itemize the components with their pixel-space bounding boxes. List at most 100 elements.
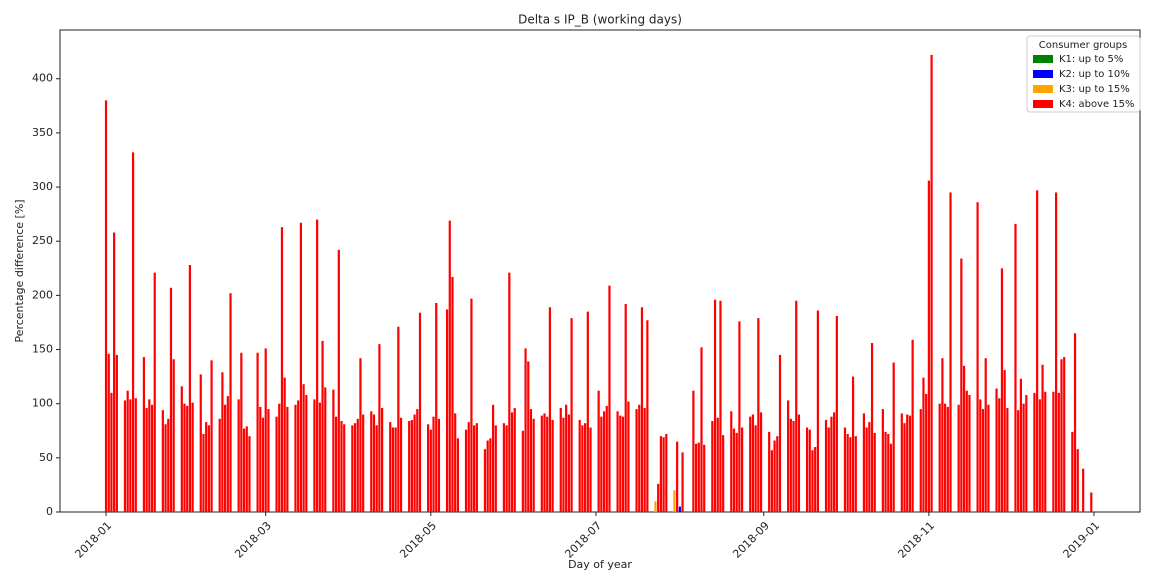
- bar: [432, 416, 435, 512]
- bar: [115, 354, 118, 512]
- bar: [131, 152, 135, 512]
- bar: [968, 395, 971, 512]
- bar: [678, 506, 681, 512]
- bar: [134, 398, 137, 512]
- y-tick-label: 400: [32, 72, 53, 85]
- bar: [751, 414, 755, 512]
- bar: [410, 419, 413, 512]
- bar: [145, 408, 148, 512]
- bar: [183, 403, 186, 512]
- bar: [638, 404, 641, 512]
- bar: [445, 309, 449, 512]
- bar: [242, 428, 246, 512]
- bar: [738, 321, 741, 512]
- bar: [586, 311, 589, 512]
- bar: [792, 421, 795, 512]
- bar: [199, 374, 202, 512]
- bar: [662, 437, 665, 512]
- bar: [224, 404, 227, 512]
- bar: [110, 392, 113, 512]
- bar: [1000, 268, 1004, 512]
- bar: [657, 483, 660, 512]
- bar: [389, 422, 392, 512]
- legend-title: Consumer groups: [1039, 40, 1127, 51]
- bar: [732, 428, 736, 512]
- bar: [567, 414, 570, 512]
- bar: [700, 347, 703, 512]
- bar: [205, 422, 208, 512]
- bar: [562, 417, 565, 512]
- bar: [957, 404, 960, 512]
- bar: [887, 434, 890, 512]
- bar: [870, 343, 874, 512]
- bar: [353, 423, 357, 512]
- bar: [362, 414, 365, 512]
- bar: [210, 360, 213, 512]
- bar: [605, 405, 608, 512]
- bar: [778, 354, 782, 512]
- legend-swatch: [1033, 70, 1053, 78]
- bar: [1019, 378, 1023, 512]
- bar: [237, 399, 240, 512]
- bar: [749, 416, 752, 512]
- bar: [394, 427, 397, 512]
- legend: Consumer groups K1: up to 5% K2: up to 10…: [1026, 35, 1141, 113]
- x-tick-label: 2018-05: [397, 519, 439, 561]
- legend-swatch: [1033, 100, 1053, 108]
- bar: [494, 425, 497, 512]
- bar: [824, 419, 828, 512]
- bar: [261, 417, 265, 512]
- y-tick-label: 350: [32, 126, 53, 139]
- bar: [259, 406, 262, 512]
- bar: [922, 377, 925, 512]
- bar: [286, 406, 289, 512]
- bar: [413, 414, 416, 512]
- bar: [351, 425, 354, 512]
- bar: [676, 441, 679, 512]
- bar: [811, 450, 814, 512]
- y-tick-label: 300: [32, 180, 53, 193]
- bar: [843, 427, 847, 512]
- bar: [627, 401, 630, 512]
- bar: [960, 258, 963, 512]
- bar: [489, 438, 492, 512]
- bar: [816, 310, 819, 512]
- x-axis-label: Day of year: [568, 558, 632, 571]
- bar: [381, 408, 384, 512]
- bar: [164, 424, 167, 512]
- bar: [1044, 391, 1047, 512]
- bar: [941, 358, 944, 512]
- bar: [673, 490, 676, 512]
- legend-box: [1026, 35, 1141, 113]
- bar: [334, 416, 338, 512]
- bar: [1071, 431, 1074, 512]
- bar: [508, 272, 511, 512]
- bar: [884, 431, 887, 512]
- y-tick-label: 100: [32, 397, 53, 410]
- bar: [245, 426, 248, 512]
- bar: [343, 424, 346, 512]
- bar: [356, 418, 359, 512]
- bar: [797, 414, 801, 512]
- legend-swatch: [1033, 55, 1053, 63]
- bar: [172, 359, 175, 512]
- bar: [437, 418, 441, 512]
- bar: [1022, 403, 1025, 512]
- bar: [207, 425, 210, 512]
- bar: [529, 409, 533, 512]
- bar: [483, 449, 487, 512]
- bar: [768, 431, 771, 512]
- bar: [267, 409, 270, 512]
- bar: [814, 447, 817, 512]
- bar: [1076, 449, 1079, 512]
- bar: [313, 399, 316, 512]
- bar: [256, 352, 259, 512]
- bar: [735, 432, 738, 512]
- bar: [180, 386, 183, 512]
- bar: [370, 411, 373, 512]
- y-tick-label: 50: [39, 451, 53, 464]
- plot-frame: [59, 29, 1141, 513]
- bar: [532, 418, 535, 512]
